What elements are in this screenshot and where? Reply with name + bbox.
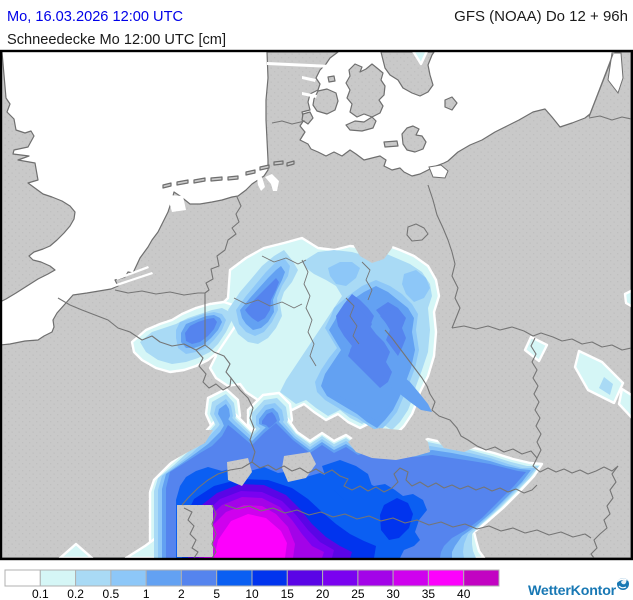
svg-text:15: 15 (281, 587, 295, 600)
svg-text:2: 2 (178, 587, 185, 600)
svg-text:0.1: 0.1 (32, 587, 49, 600)
svg-text:0.2: 0.2 (67, 587, 84, 600)
svg-text:0.5: 0.5 (103, 587, 120, 600)
svg-text:25: 25 (351, 587, 365, 600)
svg-text:1: 1 (143, 587, 150, 600)
svg-text:5: 5 (213, 587, 220, 600)
svg-text:Schneedecke Mo 12:00 UTC [cm]: Schneedecke Mo 12:00 UTC [cm] (7, 32, 226, 48)
svg-text:30: 30 (386, 587, 400, 600)
svg-text:Mo, 16.03.2026 12:00 UTC: Mo, 16.03.2026 12:00 UTC (7, 9, 183, 25)
svg-text:35: 35 (422, 587, 436, 600)
svg-text:10: 10 (245, 587, 259, 600)
svg-text:20: 20 (316, 587, 330, 600)
svg-text:GFS (NOAA) Do 12 + 96h: GFS (NOAA) Do 12 + 96h (454, 8, 628, 25)
svg-text:WetterKontor: WetterKontor (528, 583, 617, 599)
svg-text:40: 40 (457, 587, 471, 600)
